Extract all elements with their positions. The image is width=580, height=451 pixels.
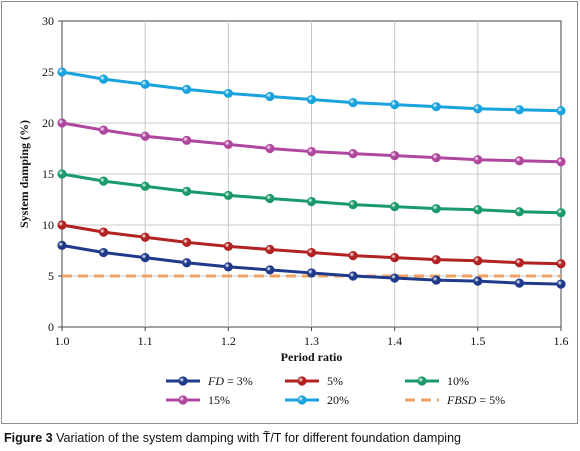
data-point <box>223 262 233 272</box>
data-point <box>514 105 525 115</box>
data-point <box>390 100 400 110</box>
data-point <box>182 237 192 247</box>
y-tick-label: 5 <box>48 269 54 283</box>
x-tick-label: 1.3 <box>304 334 319 348</box>
legend-swatch-marker <box>297 376 307 386</box>
data-point <box>431 153 441 163</box>
data-point <box>265 244 275 255</box>
data-point <box>473 104 483 114</box>
legend-label: FD = 3% <box>207 374 253 388</box>
data-point <box>182 135 192 145</box>
data-point <box>182 186 192 196</box>
data-point <box>223 241 233 252</box>
y-tick-label: 25 <box>42 65 54 79</box>
x-tick-label: 1.4 <box>387 334 402 348</box>
data-point <box>473 155 483 165</box>
x-tick-label: 1.1 <box>138 334 153 348</box>
data-point <box>98 176 109 186</box>
data-point <box>265 193 275 204</box>
data-point <box>306 146 317 157</box>
data-point <box>265 143 275 154</box>
y-tick-label: 30 <box>42 14 54 28</box>
data-point <box>98 227 109 237</box>
data-point <box>473 276 483 286</box>
data-point <box>265 91 275 102</box>
data-point <box>306 94 317 105</box>
y-tick-label: 20 <box>42 116 54 130</box>
data-point <box>182 84 192 94</box>
data-point <box>98 247 109 258</box>
data-point <box>390 273 400 283</box>
data-point <box>57 67 67 77</box>
y-tick-label: 0 <box>48 320 54 334</box>
data-point <box>223 190 233 201</box>
data-point <box>98 74 109 84</box>
data-point <box>57 220 67 230</box>
data-point <box>390 253 400 263</box>
legend-label: 5% <box>327 374 343 388</box>
caption-text: Variation of the system damping with T̃/… <box>56 431 461 445</box>
data-point <box>140 181 150 191</box>
data-point <box>348 200 358 210</box>
legend-label: 20% <box>327 393 349 407</box>
data-point <box>306 196 317 207</box>
x-axis-title: Period ratio <box>281 350 343 364</box>
data-point <box>140 131 150 141</box>
data-point <box>306 268 317 278</box>
data-point <box>431 204 441 214</box>
data-point <box>556 157 566 167</box>
data-point <box>431 275 441 285</box>
x-tick-label: 1.0 <box>55 334 70 348</box>
caption-label: Figure 3 <box>4 431 53 445</box>
legend-label: FBSD = 5% <box>446 393 505 407</box>
data-point <box>57 169 67 179</box>
legend-swatch-marker <box>297 395 307 405</box>
data-point <box>390 151 400 161</box>
data-point <box>57 118 67 128</box>
data-point <box>348 271 358 281</box>
data-point <box>390 202 400 212</box>
data-point <box>473 256 483 266</box>
x-tick-label: 1.6 <box>554 334 569 348</box>
data-point <box>514 207 525 217</box>
data-point <box>223 139 233 150</box>
data-point <box>306 247 317 258</box>
data-point <box>140 79 150 89</box>
data-point <box>57 240 67 250</box>
y-tick-label: 15 <box>42 167 54 181</box>
data-point <box>140 232 150 242</box>
data-point <box>556 208 566 218</box>
data-point <box>431 255 441 265</box>
figure-caption: Figure 3 Variation of the system damping… <box>4 431 461 445</box>
y-axis-title: System damping (%) <box>17 120 31 228</box>
data-point <box>223 88 233 99</box>
x-tick-label: 1.2 <box>221 334 236 348</box>
data-point <box>514 278 525 288</box>
legend-swatch-marker <box>178 376 188 386</box>
legend-label: 15% <box>208 393 230 407</box>
data-point <box>98 125 109 135</box>
data-point <box>348 149 358 159</box>
data-point <box>514 258 525 268</box>
legend-label: 10% <box>447 374 469 388</box>
y-tick-label: 10 <box>42 218 54 232</box>
data-point <box>348 251 358 261</box>
x-tick-label: 1.5 <box>470 334 485 348</box>
data-point <box>265 265 275 275</box>
data-point <box>556 259 566 269</box>
data-point <box>431 102 441 112</box>
data-point <box>556 106 566 116</box>
data-point <box>140 253 150 263</box>
data-point <box>182 258 192 268</box>
legend-swatch-marker <box>178 395 188 405</box>
legend-swatch-marker <box>417 376 427 386</box>
data-point <box>556 279 566 289</box>
data-point <box>348 98 358 108</box>
data-point <box>473 205 483 215</box>
data-point <box>514 156 525 166</box>
line-chart: 0 5 10 15 20 25 30 1.0 1.1 1.2 1.3 1.4 1.5 1.6 Period … <box>17 14 569 407</box>
